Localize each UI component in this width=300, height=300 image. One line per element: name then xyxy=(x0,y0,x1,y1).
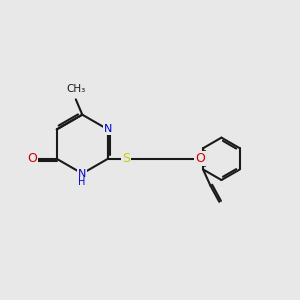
Text: H: H xyxy=(78,176,85,187)
Text: O: O xyxy=(27,152,37,165)
Text: CH₃: CH₃ xyxy=(66,84,85,94)
Text: N: N xyxy=(78,169,86,178)
Text: S: S xyxy=(122,152,130,165)
Text: O: O xyxy=(195,152,205,165)
Text: N: N xyxy=(103,124,112,134)
